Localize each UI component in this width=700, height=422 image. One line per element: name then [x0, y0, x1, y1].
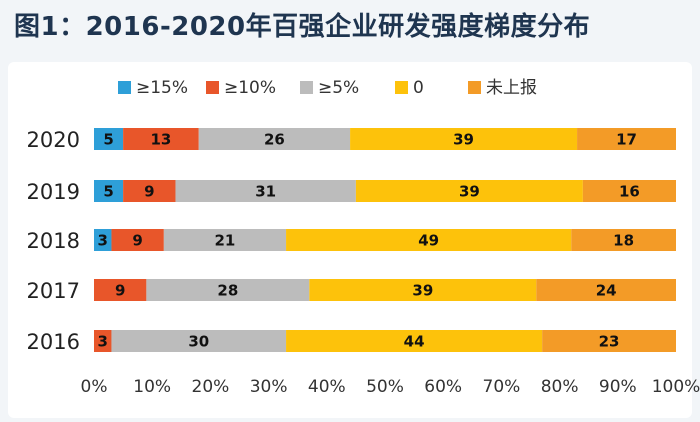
- y-tick-label-2019: 2019: [27, 180, 80, 204]
- x-tick-label-7: 70%: [483, 377, 521, 397]
- data-label-2020-series-1: 13: [150, 131, 171, 149]
- data-label-2018-series-0: 3: [98, 232, 108, 250]
- x-tick-label-9: 90%: [599, 377, 637, 397]
- data-label-2017-series-4: 24: [596, 282, 617, 300]
- bar-2018-series-4: [571, 229, 676, 251]
- legend-label-4: 未上报: [486, 78, 537, 98]
- bar-2016-series-2: [111, 330, 287, 352]
- data-label-2016-series-2: 30: [188, 333, 209, 351]
- bar-2018-series-2: [163, 229, 287, 251]
- y-tick-label-2016: 2016: [27, 330, 80, 354]
- data-label-2017-series-3: 39: [412, 282, 433, 300]
- legend-swatch-1: [206, 81, 219, 94]
- data-label-2018-series-2: 21: [215, 232, 236, 250]
- data-label-2018-series-1: 9: [132, 232, 142, 250]
- data-label-2019-series-3: 39: [459, 183, 480, 201]
- bar-2020-series-3: [350, 128, 578, 150]
- x-tick-label-8: 80%: [541, 377, 579, 397]
- bar-2016-series-1: [94, 330, 112, 352]
- data-label-2020-series-2: 26: [264, 131, 285, 149]
- data-label-2017-series-1: 9: [115, 282, 125, 300]
- bar-2019-series-4: [582, 180, 676, 202]
- legend-label-1: ≥10%: [224, 78, 276, 98]
- legend-label-0: ≥15%: [136, 78, 188, 98]
- data-label-2019-series-2: 31: [255, 183, 276, 201]
- legend-swatch-2: [300, 81, 313, 94]
- data-label-2018-series-3: 49: [418, 232, 439, 250]
- bar-2018-series-3: [286, 229, 572, 251]
- x-tick-label-3: 30%: [250, 377, 288, 397]
- data-label-2020-series-4: 17: [616, 131, 637, 149]
- y-tick-label-2017: 2017: [27, 279, 80, 303]
- data-label-2016-series-4: 23: [599, 333, 620, 351]
- legend-label-3: 0: [413, 78, 424, 98]
- x-tick-label-10: 100%: [652, 377, 700, 397]
- bar-2020-series-1: [123, 128, 199, 150]
- bar-2019-series-0: [94, 180, 124, 202]
- x-tick-label-0: 0%: [81, 377, 108, 397]
- x-tick-label-6: 60%: [424, 377, 462, 397]
- bar-2016-series-4: [542, 330, 676, 352]
- data-label-2019-series-1: 9: [144, 183, 154, 201]
- bar-2019-series-1: [123, 180, 176, 202]
- bar-2017-series-3: [309, 279, 537, 301]
- data-label-2019-series-4: 16: [619, 183, 640, 201]
- x-tick-label-1: 10%: [133, 377, 171, 397]
- x-tick-label-2: 20%: [192, 377, 230, 397]
- bar-2017-series-2: [146, 279, 310, 301]
- legend-swatch-0: [118, 81, 131, 94]
- bar-2020-series-2: [198, 128, 351, 150]
- data-label-2020-series-3: 39: [453, 131, 474, 149]
- data-label-2017-series-2: 28: [217, 282, 238, 300]
- data-label-2016-series-3: 44: [404, 333, 425, 351]
- bar-2019-series-2: [175, 180, 356, 202]
- bar-2019-series-3: [355, 180, 583, 202]
- bar-2020-series-0: [94, 128, 124, 150]
- x-tick-label-5: 50%: [366, 377, 404, 397]
- bar-2018-series-0: [94, 229, 112, 251]
- bar-2018-series-1: [111, 229, 164, 251]
- data-label-2020-series-0: 5: [103, 131, 113, 149]
- chart-title: 图1：2016-2020年百强企业研发强度梯度分布: [14, 12, 591, 42]
- bar-2017-series-4: [536, 279, 676, 301]
- y-tick-label-2018: 2018: [27, 229, 80, 253]
- legend-swatch-3: [395, 81, 408, 94]
- x-tick-label-4: 40%: [308, 377, 346, 397]
- legend-swatch-4: [468, 81, 481, 94]
- data-label-2019-series-0: 5: [103, 183, 113, 201]
- y-tick-label-2020: 2020: [27, 128, 80, 152]
- legend-label-2: ≥5%: [318, 78, 359, 98]
- bar-2020-series-4: [577, 128, 676, 150]
- data-label-2016-series-1: 3: [98, 333, 108, 351]
- data-label-2018-series-4: 18: [613, 232, 634, 250]
- bar-2017-series-1: [94, 279, 147, 301]
- bar-2016-series-3: [286, 330, 543, 352]
